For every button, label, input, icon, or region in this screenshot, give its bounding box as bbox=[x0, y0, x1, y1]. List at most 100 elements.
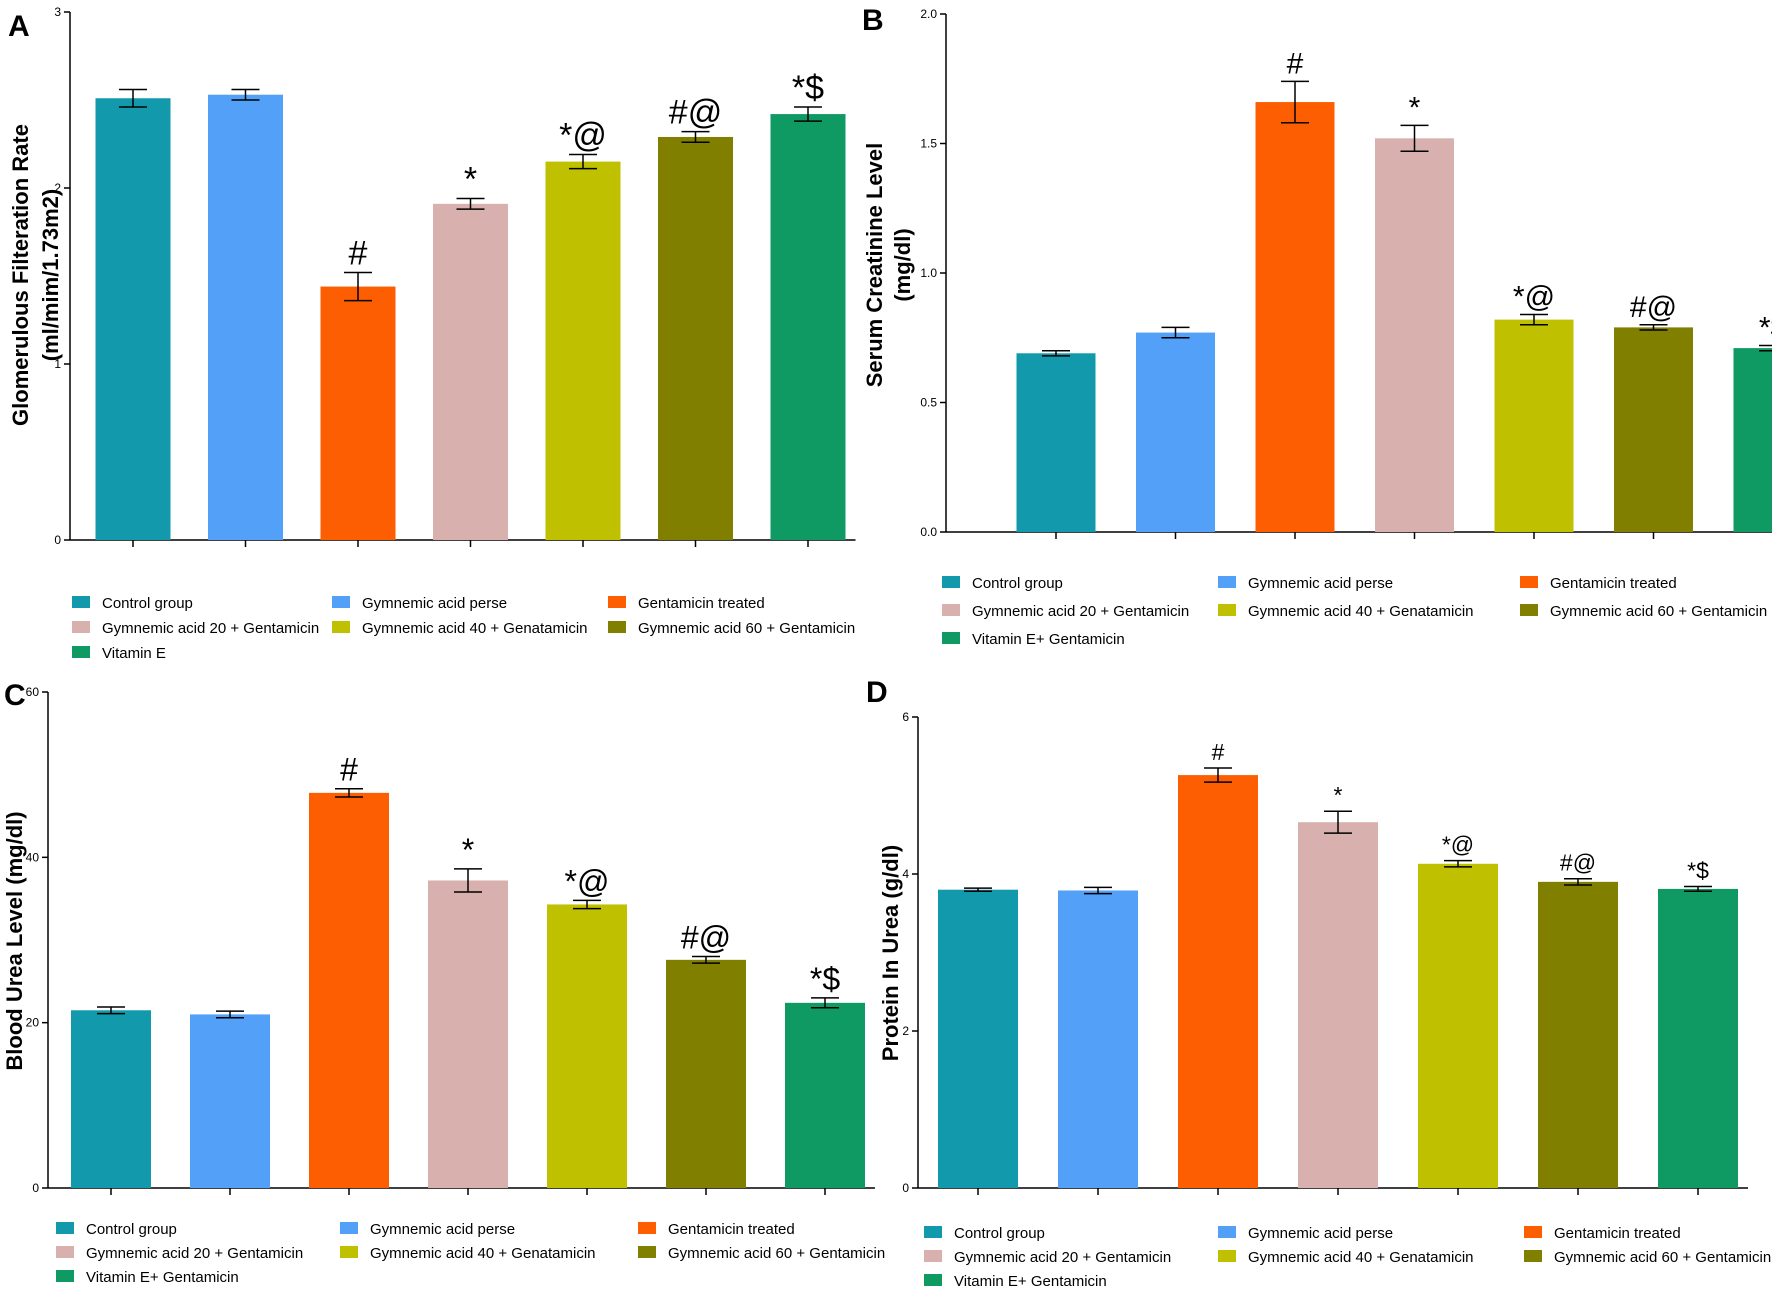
bar bbox=[190, 1014, 270, 1188]
significance-label: # bbox=[1212, 739, 1225, 765]
bar bbox=[1375, 138, 1454, 532]
panel-c: C 0 20 40 60 Blood Urea Level (mg/dl) # * *@ #@ *$… bbox=[2, 679, 885, 1286]
legend-label: Gymnemic acid 60 + Gentamicin bbox=[668, 1245, 885, 1262]
panel-letter: C bbox=[4, 679, 26, 712]
y-axis-title: Blood Urea Level (mg/dl) bbox=[2, 811, 27, 1070]
legend-swatch bbox=[942, 604, 960, 616]
y-tick-label: 3 bbox=[54, 5, 61, 19]
legend-label: Vitamin E bbox=[102, 645, 166, 662]
bar bbox=[547, 904, 627, 1188]
y-axis-title: Serum Creatinine Level bbox=[862, 143, 887, 388]
y-tick-label: 1.5 bbox=[920, 137, 937, 151]
bar bbox=[1136, 332, 1215, 532]
legend-swatch bbox=[924, 1226, 942, 1238]
legend-swatch bbox=[72, 596, 90, 608]
legend-swatch bbox=[340, 1246, 358, 1258]
legend-swatch bbox=[56, 1222, 74, 1234]
legend-label: Gymnemic acid 60 + Gentamicin bbox=[638, 620, 855, 637]
bar bbox=[666, 959, 746, 1188]
bar bbox=[1733, 348, 1772, 532]
y-tick-label: 0.0 bbox=[920, 525, 937, 539]
bar bbox=[785, 1002, 865, 1188]
legend-label: Gymnemic acid 20 + Gentamicin bbox=[86, 1245, 303, 1262]
legend-label: Control group bbox=[954, 1225, 1045, 1242]
y-tick-label: 2.0 bbox=[920, 7, 937, 21]
significance-label: # bbox=[340, 752, 358, 788]
legend-swatch bbox=[1218, 1226, 1236, 1238]
y-tick-label: 40 bbox=[26, 850, 40, 864]
legend-label: Control group bbox=[102, 595, 193, 612]
legend-swatch bbox=[56, 1246, 74, 1258]
y-tick-label: 0.5 bbox=[920, 396, 937, 410]
legend-label: Gymnemic acid 20 + Gentamicin bbox=[972, 603, 1189, 620]
legend-label: Gentamicin treated bbox=[1550, 575, 1677, 592]
bar bbox=[1058, 890, 1138, 1188]
panel-d: D 0 2 4 6 Protein In Urea (g/dl) # * *@ #@ *$ Contr… bbox=[866, 676, 1771, 1290]
legend-label: Gymnemic acid perse bbox=[1248, 575, 1393, 592]
significance-label: #@ bbox=[681, 920, 731, 956]
legend-label: Vitamin E+ Gentamicin bbox=[954, 1273, 1107, 1290]
y-tick-label: 4 bbox=[902, 867, 909, 881]
legend-label: Gymnemic acid perse bbox=[370, 1221, 515, 1238]
legend-swatch bbox=[56, 1270, 74, 1282]
bar bbox=[320, 286, 396, 540]
legend-swatch bbox=[942, 576, 960, 588]
y-tick-label: 60 bbox=[26, 685, 40, 699]
legend-label: Gymnemic acid 60 + Gentamicin bbox=[1550, 603, 1767, 620]
significance-label: *@ bbox=[1442, 832, 1474, 858]
bar bbox=[1016, 353, 1096, 532]
significance-label: # bbox=[349, 234, 368, 272]
legend-swatch bbox=[1218, 576, 1236, 588]
legend-label: Gentamicin treated bbox=[638, 595, 765, 612]
legend-label: Vitamin E+ Gentamicin bbox=[972, 631, 1125, 648]
y-tick-label: 2 bbox=[902, 1024, 909, 1038]
bar bbox=[71, 1010, 151, 1188]
panel-a: A 0 1 2 3 Glomerulous Filteration Rate (ml/mim… bbox=[8, 5, 856, 662]
significance-label: *$ bbox=[1687, 858, 1709, 884]
legend-swatch bbox=[1520, 604, 1538, 616]
legend-swatch bbox=[1218, 1250, 1236, 1262]
legend-label: Control group bbox=[972, 575, 1063, 592]
bar bbox=[1298, 822, 1378, 1188]
legend-swatch bbox=[1524, 1226, 1542, 1238]
legend-label: Gymnemic acid perse bbox=[362, 595, 507, 612]
significance-label: *@ bbox=[565, 863, 610, 899]
bar bbox=[1658, 888, 1738, 1188]
significance-label: * bbox=[464, 161, 477, 199]
y-tick-label: 1.0 bbox=[920, 266, 937, 280]
legend-swatch bbox=[332, 596, 350, 608]
y-tick-label: 0 bbox=[32, 1181, 39, 1195]
y-axis-title: (ml/mim/1.73m2) bbox=[38, 189, 63, 361]
significance-label: * bbox=[1334, 782, 1343, 808]
y-tick-label: 20 bbox=[26, 1016, 40, 1030]
legend-swatch bbox=[1218, 604, 1236, 616]
bar bbox=[1494, 319, 1574, 532]
legend-label: Control group bbox=[86, 1221, 177, 1238]
legend-label: Gymnemic acid 40 + Genatamicin bbox=[1248, 603, 1474, 620]
bar bbox=[95, 98, 171, 541]
legend-swatch bbox=[72, 621, 90, 633]
legend-label: Gymnemic acid perse bbox=[1248, 1225, 1393, 1242]
significance-label: * bbox=[1409, 91, 1421, 124]
panel-letter: A bbox=[8, 10, 30, 43]
y-tick-label: 2 bbox=[54, 181, 61, 195]
legend-swatch bbox=[1520, 576, 1538, 588]
legend-label: Gymnemic acid 40 + Genatamicin bbox=[370, 1245, 596, 1262]
bar bbox=[1614, 327, 1693, 532]
bar bbox=[428, 880, 508, 1188]
significance-label: #@ bbox=[669, 94, 722, 132]
legend-swatch bbox=[72, 646, 90, 658]
significance-label: # bbox=[1287, 47, 1304, 80]
significance-label: #@ bbox=[1630, 291, 1677, 324]
significance-label: #@ bbox=[1560, 850, 1596, 876]
significance-label: *$ bbox=[810, 961, 840, 997]
significance-label: * bbox=[462, 832, 474, 868]
legend-label: Gymnemic acid 40 + Genatamicin bbox=[362, 620, 588, 637]
legend-swatch bbox=[608, 621, 626, 633]
legend-label: Gymnemic acid 40 + Genatamicin bbox=[1248, 1249, 1474, 1266]
y-tick-label: 1 bbox=[54, 357, 61, 371]
y-tick-label: 0 bbox=[902, 1181, 909, 1195]
bar bbox=[770, 114, 846, 540]
legend-swatch bbox=[942, 632, 960, 644]
